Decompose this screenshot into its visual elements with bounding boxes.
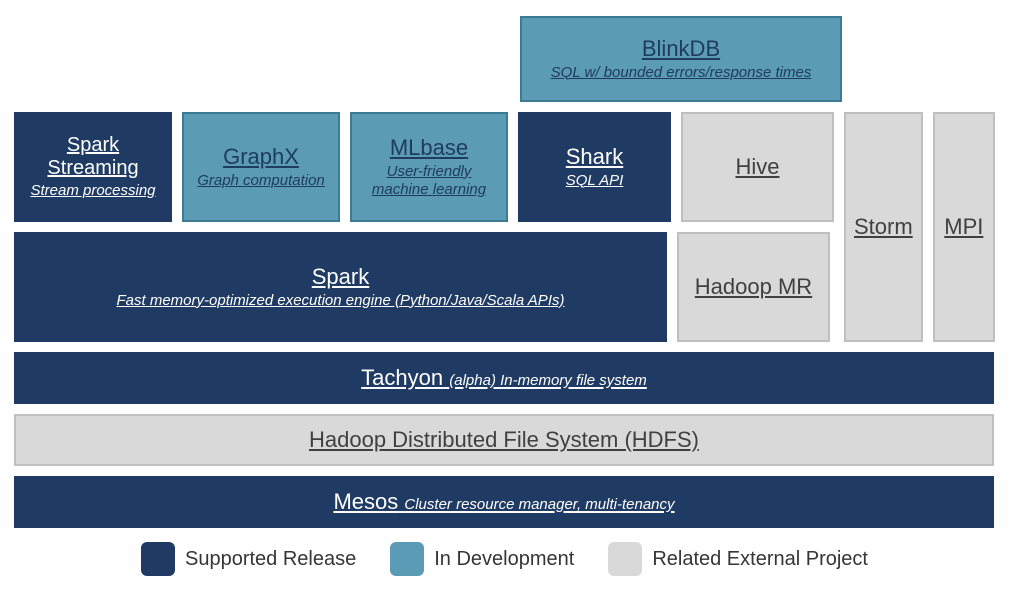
row-hdfs: Hadoop Distributed File System (HDFS): [14, 414, 995, 466]
legend-label: Supported Release: [185, 548, 356, 571]
swatch-indev-icon: [390, 542, 424, 576]
legend-label: Related External Project: [652, 548, 868, 571]
architecture-diagram: BlinkDB SQL w/ bounded errors/response t…: [0, 0, 1009, 576]
box-spark-streaming: Spark Streaming Stream processing: [14, 112, 172, 222]
box-subtitle: Fast memory-optimized execution engine (…: [117, 292, 565, 310]
box-title: Mesos Cluster resource manager, multi-te…: [333, 489, 674, 515]
swatch-external-icon: [608, 542, 642, 576]
row-tachyon: Tachyon (alpha) In-memory file system: [14, 352, 995, 404]
legend-label: In Development: [434, 548, 574, 571]
box-graphx: GraphX Graph computation: [182, 112, 340, 222]
box-title: Spark Streaming: [24, 134, 162, 180]
box-subtitle: SQL API: [566, 172, 624, 190]
box-hive: Hive: [681, 112, 834, 222]
box-title: MPI: [944, 214, 983, 239]
box-blinkdb: BlinkDB SQL w/ bounded errors/response t…: [520, 16, 842, 102]
box-subtitle: User-friendly machine learning: [360, 163, 498, 199]
title-text: Tachyon: [361, 365, 443, 390]
box-title: Spark: [312, 264, 369, 289]
box-hadoop-mr: Hadoop MR: [677, 232, 830, 342]
box-title: Hadoop MR: [695, 274, 812, 299]
box-subtitle: Stream processing: [30, 182, 155, 200]
row-blinkdb: BlinkDB SQL w/ bounded errors/response t…: [14, 16, 995, 102]
subtitle-text: (alpha) In-memory file system: [449, 372, 647, 389]
box-shark: Shark SQL API: [518, 112, 671, 222]
box-title: Storm: [854, 214, 913, 239]
legend-item-supported: Supported Release: [141, 542, 356, 576]
box-mpi: MPI: [933, 112, 995, 342]
box-title: Tachyon (alpha) In-memory file system: [361, 365, 647, 391]
box-hdfs: Hadoop Distributed File System (HDFS): [14, 414, 994, 466]
swatch-supported-icon: [141, 542, 175, 576]
legend-item-external: Related External Project: [608, 542, 868, 576]
subtitle-text: Cluster resource manager, multi-tenancy: [404, 496, 674, 513]
left-stack: Spark Streaming Stream processing GraphX…: [14, 112, 834, 342]
box-mlbase: MLbase User-friendly machine learning: [350, 112, 508, 222]
box-title: GraphX: [223, 144, 299, 169]
row-components: Spark Streaming Stream processing GraphX…: [14, 112, 995, 342]
box-mesos: Mesos Cluster resource manager, multi-te…: [14, 476, 994, 528]
row-engines: Spark Fast memory-optimized execution en…: [14, 232, 834, 342]
box-subtitle: SQL w/ bounded errors/response times: [551, 64, 812, 82]
box-title: MLbase: [390, 135, 468, 160]
spacer: [14, 16, 510, 102]
box-storm: Storm: [844, 112, 923, 342]
box-tachyon: Tachyon (alpha) In-memory file system: [14, 352, 994, 404]
title-text: Mesos: [333, 489, 398, 514]
row-mesos: Mesos Cluster resource manager, multi-te…: [14, 476, 995, 528]
box-title: Shark: [566, 144, 623, 169]
box-title: BlinkDB: [642, 36, 720, 61]
row-top-apps: Spark Streaming Stream processing GraphX…: [14, 112, 834, 222]
box-title: Hive: [735, 154, 779, 179]
legend: Supported Release In Development Related…: [14, 542, 995, 576]
box-subtitle: Graph computation: [197, 172, 325, 190]
box-title: Hadoop Distributed File System (HDFS): [309, 427, 699, 453]
legend-item-indev: In Development: [390, 542, 574, 576]
box-spark: Spark Fast memory-optimized execution en…: [14, 232, 667, 342]
